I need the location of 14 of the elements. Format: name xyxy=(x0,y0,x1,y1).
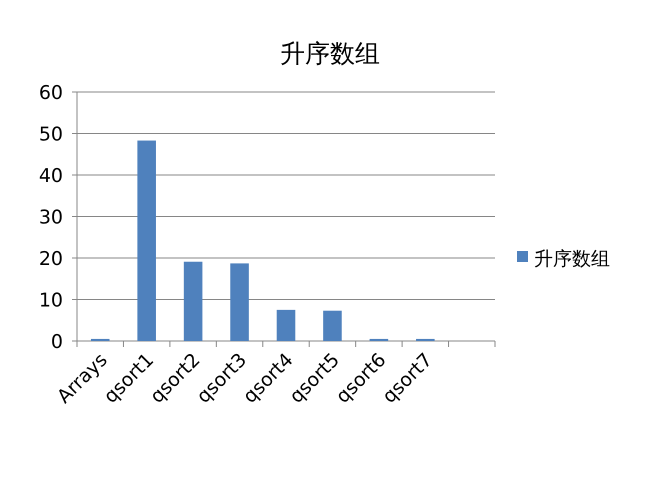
y-tick-label: 10 xyxy=(38,290,63,312)
y-tick-label: 20 xyxy=(38,248,63,270)
y-tick-label: 30 xyxy=(38,206,63,228)
legend-label: 升序数组 xyxy=(534,248,610,270)
bar xyxy=(184,262,202,341)
y-tick-label: 50 xyxy=(38,124,63,146)
bar xyxy=(323,310,342,341)
bar xyxy=(137,140,156,341)
chart-title: 升序数组 xyxy=(280,39,380,68)
bar xyxy=(276,310,296,341)
bar xyxy=(230,263,249,341)
y-tick-label: 40 xyxy=(38,165,63,187)
y-tick-label: 0 xyxy=(50,331,63,353)
y-tick-label: 60 xyxy=(38,82,63,104)
